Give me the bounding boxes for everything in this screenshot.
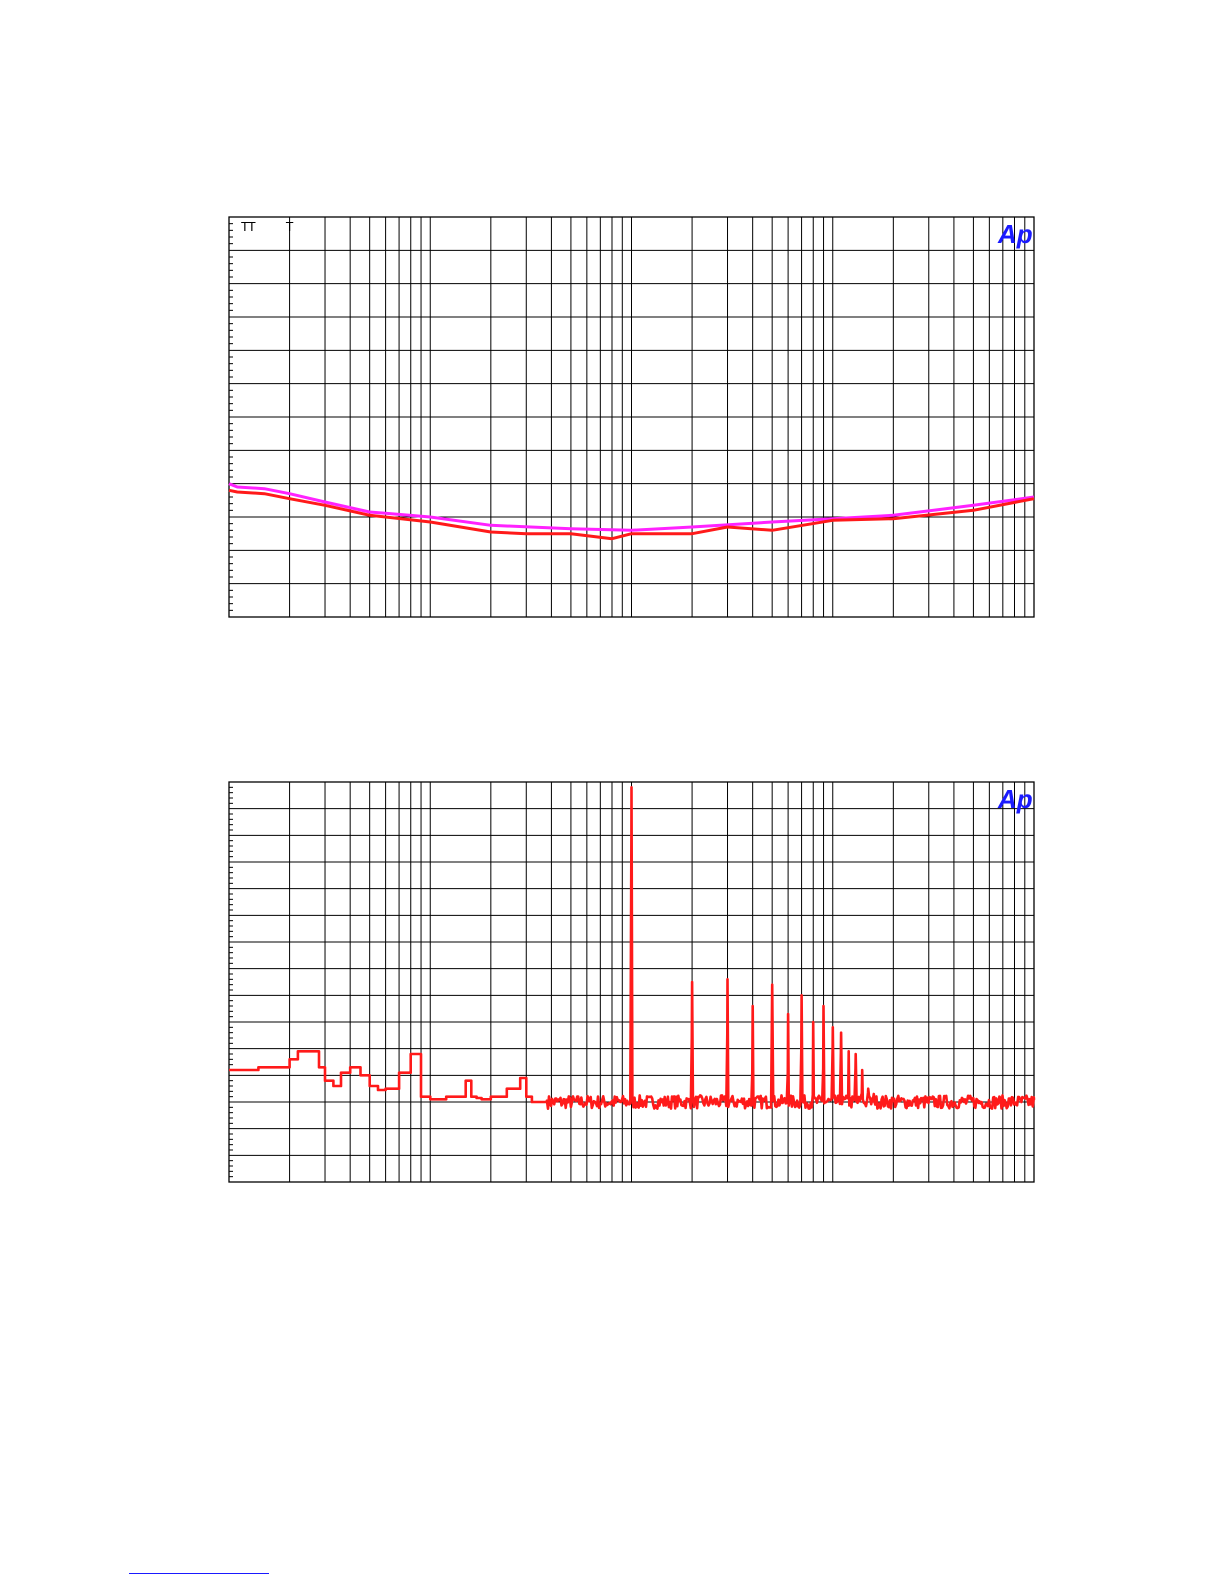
series-line-magenta <box>228 482 1035 532</box>
series-line-red <box>228 488 1035 541</box>
footer-underline <box>129 1573 269 1574</box>
top-marker: T <box>241 219 249 234</box>
top-marker: T <box>248 219 256 234</box>
top-marker: T <box>286 219 294 234</box>
frequency-response-chart: ApT T T <box>228 216 1035 618</box>
ap-logo: Ap <box>997 784 1033 814</box>
ap-logo: Ap <box>997 219 1033 249</box>
series-line-red <box>229 786 1036 1110</box>
fft-spectrum-chart: Ap <box>228 781 1036 1183</box>
